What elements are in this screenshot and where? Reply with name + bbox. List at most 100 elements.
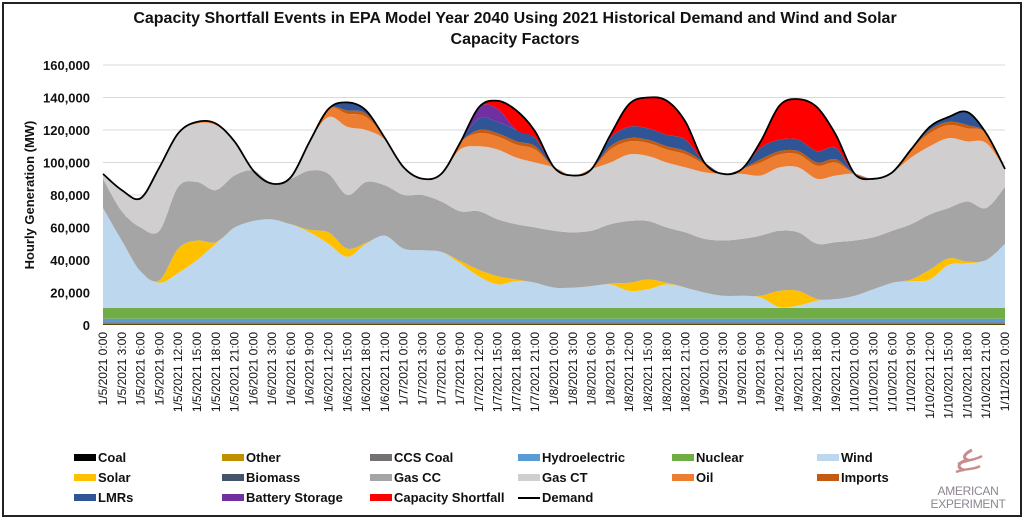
area-capacity-shortfall — [103, 97, 1005, 200]
x-tick-label: 1/6/2021 3:00 — [265, 332, 279, 406]
legend-swatch — [672, 474, 694, 481]
legend-item-solar: Solar — [74, 470, 131, 485]
logo-line-1: AMERICAN — [937, 484, 999, 498]
legend-label: Capacity Shortfall — [394, 490, 505, 505]
x-tick-labels: 1/5/2021 0:00 1/5/2021 3:00 1/5/2021 6:00 1… — [96, 332, 1012, 419]
y-tick-label: 0 — [83, 318, 90, 333]
legend-swatch — [222, 454, 244, 461]
x-tick-label: 1/7/2021 15:00 — [491, 332, 505, 412]
x-tick-label: 1/10/2021 0:00 — [848, 332, 862, 412]
x-tick-label: 1/8/2021 9:00 — [603, 332, 617, 406]
x-tick-label: 1/5/2021 3:00 — [115, 332, 129, 406]
y-tick-label: 100,000 — [43, 156, 90, 171]
legend-item-battery-storage: Battery Storage — [222, 490, 343, 505]
x-tick-label: 1/10/2021 9:00 — [904, 332, 918, 412]
legend-swatch — [370, 454, 392, 461]
chart-title-line-1: Capacity Shortfall Events in EPA Model Y… — [133, 10, 897, 27]
legend-label: Solar — [98, 470, 131, 485]
x-tick-label: 1/9/2021 6:00 — [735, 332, 749, 406]
area-hydroelectric — [103, 318, 1005, 323]
x-tick-label: 1/6/2021 21:00 — [378, 332, 392, 412]
x-tick-label: 1/9/2021 0:00 — [697, 332, 711, 406]
legend-item-other: Other — [222, 450, 281, 465]
x-tick-label: 1/5/2021 6:00 — [134, 332, 148, 406]
legend-item-wind: Wind — [817, 450, 873, 465]
x-tick-label: 1/10/2021 3:00 — [866, 332, 880, 412]
legend-swatch — [222, 474, 244, 481]
x-tick-label: 1/5/2021 18:00 — [209, 332, 223, 412]
legend-label: Hydroelectric — [542, 450, 626, 465]
legend-label: Demand — [542, 490, 594, 505]
y-tick-label: 120,000 — [43, 123, 90, 138]
x-tick-label: 1/7/2021 21:00 — [528, 332, 542, 412]
x-tick-label: 1/6/2021 15:00 — [340, 332, 354, 412]
area-series — [102, 96, 1006, 325]
x-tick-label: 1/9/2021 3:00 — [716, 332, 730, 406]
x-tick-label: 1/7/2021 18:00 — [509, 332, 523, 412]
legend-item-demand: Demand — [518, 490, 593, 505]
x-tick-label: 1/10/2021 12:00 — [923, 332, 937, 419]
y-tick-label: 60,000 — [50, 221, 90, 236]
x-tick-label: 1/6/2021 0:00 — [246, 332, 260, 406]
x-tick-label: 1/5/2021 12:00 — [171, 332, 185, 412]
x-tick-label: 1/6/2021 12:00 — [322, 332, 336, 412]
legend-item-gas-cc: Gas CC — [370, 470, 441, 485]
american-experiment-logo: AMERICAN EXPERIMENT — [928, 446, 1008, 511]
x-tick-label: 1/10/2021 15:00 — [942, 332, 956, 419]
x-tick-label: 1/8/2021 3:00 — [566, 332, 580, 406]
chart-title-line-2: Capacity Factors — [450, 31, 580, 48]
x-tick-label: 1/8/2021 6:00 — [585, 332, 599, 406]
area-wind — [103, 208, 1005, 308]
x-tick-label: 1/6/2021 18:00 — [359, 332, 373, 412]
legend-item-nuclear: Nuclear — [672, 450, 744, 465]
legend-swatch — [222, 494, 244, 501]
legend-item-gas-ct: Gas CT — [518, 470, 588, 485]
area-ccs-coal — [103, 322, 1005, 324]
legend-swatch — [817, 474, 839, 481]
legend-swatch — [370, 494, 392, 501]
area-coal — [103, 324, 1005, 325]
x-tick-label: 1/6/2021 9:00 — [303, 332, 317, 406]
flag-logo-icon — [955, 448, 983, 474]
legend-label: Biomass — [246, 470, 301, 485]
x-tick-label: 1/9/2021 12:00 — [773, 332, 787, 412]
area-gas-cc — [103, 170, 1005, 300]
legend-item-capacity-shortfall: Capacity Shortfall — [370, 490, 505, 505]
x-tick-label: 1/8/2021 0:00 — [547, 332, 561, 406]
logo-line-2: EXPERIMENT — [930, 497, 1006, 511]
line-demand — [102, 96, 1006, 201]
legend-label: Other — [246, 450, 281, 465]
legend-label: Battery Storage — [246, 490, 343, 505]
legend-swatch — [74, 454, 96, 461]
legend-item-hydroelectric: Hydroelectric — [518, 450, 625, 465]
y-axis-title: Hourly Generation (MW) — [22, 121, 37, 270]
legend-label: Gas CC — [394, 470, 441, 485]
legend-label: LMRs — [98, 490, 134, 505]
legend-label: Oil — [696, 470, 714, 485]
legend-swatch — [74, 474, 96, 481]
area-other — [103, 323, 1005, 325]
x-tick-label: 1/5/2021 21:00 — [228, 332, 242, 412]
x-tick-label: 1/5/2021 9:00 — [152, 332, 166, 406]
y-tick-label: 140,000 — [43, 91, 90, 106]
x-tick-label: 1/10/2021 6:00 — [885, 332, 899, 412]
x-tick-label: 1/5/2021 0:00 — [96, 332, 110, 406]
legend-item-ccs-coal: CCS Coal — [370, 450, 453, 465]
x-tick-label: 1/5/2021 15:00 — [190, 332, 204, 412]
x-tick-label: 1/7/2021 0:00 — [397, 332, 411, 406]
y-tick-labels: 0 20,000 40,000 60,000 80,000 100,000 120,000 1… — [43, 58, 90, 333]
x-tick-label: 1/8/2021 15:00 — [641, 332, 655, 412]
x-tick-label: 1/9/2021 9:00 — [754, 332, 768, 406]
legend-item-imports: Imports — [817, 470, 889, 485]
legend-swatch — [518, 454, 540, 461]
x-tick-label: 1/7/2021 12:00 — [472, 332, 486, 412]
legend-label: CCS Coal — [394, 450, 454, 465]
legend-swatch — [74, 494, 96, 501]
y-tick-label: 20,000 — [50, 286, 90, 301]
legend-label: Imports — [841, 470, 889, 485]
y-tick-label: 40,000 — [50, 253, 90, 268]
x-tick-label: 1/10/2021 18:00 — [960, 332, 974, 419]
y-tick-label: 80,000 — [50, 188, 90, 203]
area-nuclear — [103, 307, 1005, 319]
